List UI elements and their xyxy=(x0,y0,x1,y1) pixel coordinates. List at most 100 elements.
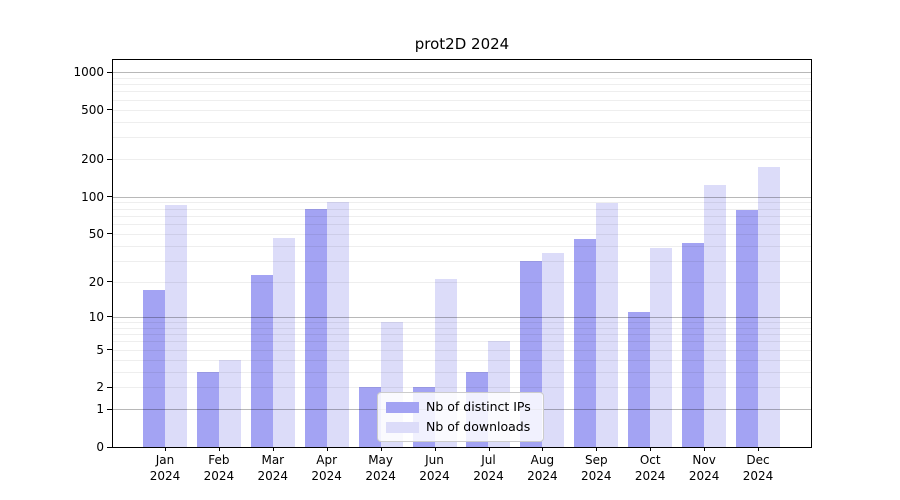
y-axis-tick-label: 2 xyxy=(96,380,104,395)
minor-gridline xyxy=(113,137,811,139)
legend-row-distinct-ips: Nb of distinct IPs xyxy=(386,400,531,414)
bar-distinct-ips-may xyxy=(358,387,381,447)
minor-gridline xyxy=(113,223,811,225)
bar-distinct-ips-mar xyxy=(250,274,273,447)
bar-downloads-feb xyxy=(218,359,241,447)
chart-title: prot2D 2024 xyxy=(414,35,510,53)
y-axis-tick xyxy=(107,446,112,448)
y-axis-tick-label: 0 xyxy=(96,440,104,454)
x-axis-tick xyxy=(488,447,490,451)
bar-downloads-oct xyxy=(650,248,673,447)
minor-gridline xyxy=(113,281,811,283)
x-axis-tick xyxy=(434,447,436,451)
bar-downloads-apr xyxy=(326,201,349,447)
bar-distinct-ips-apr xyxy=(304,208,327,447)
legend-label-distinct-ips: Nb of distinct IPs xyxy=(426,399,531,414)
minor-gridline xyxy=(113,84,811,86)
y-axis-tick-label: 500 xyxy=(81,102,104,117)
y-axis-tick xyxy=(107,71,112,73)
legend-label-downloads: Nb of downloads xyxy=(426,419,531,434)
y-axis-tick xyxy=(107,408,112,410)
x-axis-tick xyxy=(218,447,220,451)
x-axis-tick xyxy=(650,447,652,451)
legend-swatch-distinct-ips xyxy=(386,401,419,413)
y-axis-tick-label: 10 xyxy=(88,309,104,324)
y-axis-tick-label: 100 xyxy=(81,189,104,204)
x-axis-tick xyxy=(758,447,759,451)
bar-downloads-aug xyxy=(542,252,565,447)
x-axis-tick xyxy=(542,447,544,451)
y-axis-tick xyxy=(107,386,112,388)
legend-row-downloads: Nb of downloads xyxy=(386,420,531,434)
bar-distinct-ips-dec xyxy=(735,209,758,447)
minor-gridline xyxy=(113,77,811,79)
minor-gridline xyxy=(113,99,811,101)
bar-downloads-dec xyxy=(757,167,780,447)
x-axis-tick xyxy=(272,447,274,451)
legend: Nb of distinct IPs Nb of downloads xyxy=(377,392,544,442)
y-axis-tick xyxy=(107,109,112,111)
x-axis-tick-label: Nov 2024 xyxy=(688,453,720,483)
minor-gridline xyxy=(113,322,811,324)
x-axis-tick-label: Feb 2024 xyxy=(203,453,235,483)
y-axis-tick xyxy=(107,349,112,351)
minor-gridline xyxy=(113,245,811,247)
minor-gridline xyxy=(113,109,811,111)
x-axis-tick xyxy=(704,447,706,451)
minor-gridline xyxy=(113,371,811,373)
x-axis-tick xyxy=(380,447,382,451)
minor-gridline xyxy=(113,202,811,204)
y-axis-tick xyxy=(107,233,112,235)
y-axis-tick xyxy=(107,196,112,198)
x-axis-tick-label: Aug 2024 xyxy=(527,453,558,483)
bar-distinct-ips-feb xyxy=(196,371,219,447)
bar-distinct-ips-nov xyxy=(682,242,705,447)
major-gridline xyxy=(113,72,811,74)
bar-distinct-ips-sep xyxy=(574,239,597,447)
bar-downloads-mar xyxy=(272,238,295,447)
minor-gridline xyxy=(113,349,811,351)
minor-gridline xyxy=(113,159,811,161)
minor-gridline xyxy=(113,359,811,361)
x-axis-tick-label: Apr 2024 xyxy=(311,453,342,483)
bar-distinct-ips-oct xyxy=(628,312,651,447)
minor-gridline xyxy=(113,121,811,123)
bar-downloads-jan xyxy=(165,205,187,447)
y-axis-tick xyxy=(107,316,112,318)
minor-gridline xyxy=(113,91,811,93)
minor-gridline xyxy=(113,208,811,210)
y-axis-tick-label: 1000 xyxy=(73,65,104,80)
x-axis-tick-label: Oct 2024 xyxy=(634,453,666,483)
major-gridline xyxy=(113,196,811,198)
x-axis-tick-label: Jul 2024 xyxy=(473,453,504,483)
y-axis-tick-label: 1 xyxy=(96,402,104,417)
x-axis-tick xyxy=(326,447,328,451)
minor-gridline xyxy=(113,215,811,217)
y-axis-tick-label: 20 xyxy=(88,274,104,289)
y-axis-tick-label: 50 xyxy=(88,226,104,241)
x-axis-tick-label: Jun 2024 xyxy=(419,453,450,483)
plot-area xyxy=(112,59,812,448)
minor-gridline xyxy=(113,387,811,389)
legend-swatch-downloads xyxy=(386,421,419,433)
bar-downloads-nov xyxy=(704,184,727,447)
bar-downloads-sep xyxy=(596,203,619,447)
x-axis-tick-label: Sep 2024 xyxy=(581,453,612,483)
minor-gridline xyxy=(113,260,811,262)
x-axis-tick-label: Jan 2024 xyxy=(149,453,181,483)
x-axis-tick xyxy=(596,447,598,451)
y-axis-tick xyxy=(107,158,112,160)
major-gridline xyxy=(113,316,811,318)
minor-gridline xyxy=(113,327,811,329)
minor-gridline xyxy=(113,334,811,336)
x-axis-tick xyxy=(165,447,166,451)
y-axis-tick-label: 200 xyxy=(81,152,104,167)
x-axis-tick-label: Mar 2024 xyxy=(257,453,289,483)
x-axis-tick-label: Dec 2024 xyxy=(742,453,774,483)
minor-gridline xyxy=(113,233,811,235)
y-axis-tick-label: 5 xyxy=(96,342,104,357)
x-axis-tick-label: May 2024 xyxy=(365,453,396,483)
minor-gridline xyxy=(113,341,811,343)
bar-distinct-ips-jan xyxy=(143,290,165,447)
